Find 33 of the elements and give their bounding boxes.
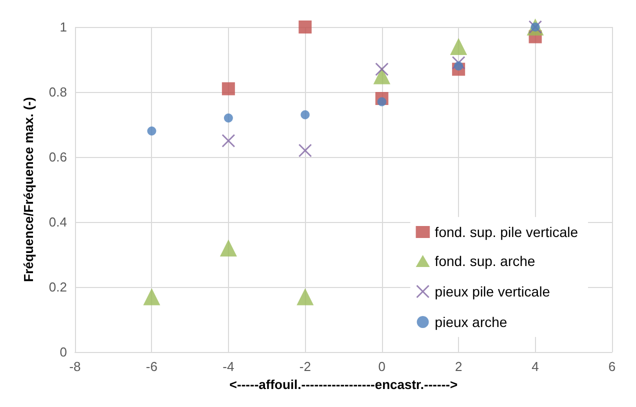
- x-tick-label: -4: [222, 359, 234, 374]
- point: [452, 56, 466, 70]
- y-tick-label: 0.6: [48, 150, 67, 164]
- y-tick-label: 0: [60, 344, 67, 360]
- y-tick-label: 0.4: [48, 214, 67, 230]
- point: [143, 288, 160, 306]
- point: [220, 240, 237, 256]
- point: [222, 134, 236, 148]
- legend-label: pieux pile verticale: [434, 284, 550, 300]
- y-tick-label: 1: [60, 20, 67, 34]
- x-tick-label: 0: [378, 359, 386, 374]
- y-tick-label: 0.2: [48, 280, 67, 294]
- legend-label: fond. sup. pile verticale: [434, 224, 578, 240]
- y-tick-label: 0.8: [48, 84, 67, 100]
- legend-label: fond. sup. arche: [434, 253, 536, 269]
- y-axis-title: Fréquence/Fréquence max. (-): [21, 97, 36, 282]
- x-tick-label: 4: [532, 359, 539, 374]
- x-axis-title: <-----affouil.-----------------encastr.------>: [229, 377, 458, 392]
- point: [147, 126, 156, 136]
- x-tick-label: -6: [146, 359, 158, 374]
- x-tick-label: 6: [608, 359, 616, 374]
- point: [296, 288, 314, 306]
- point: [300, 110, 310, 120]
- point: [222, 82, 235, 96]
- x-tick-label: -2: [299, 359, 311, 374]
- point: [298, 144, 312, 158]
- point: [224, 114, 233, 122]
- x-tick-label: -8: [69, 359, 81, 374]
- point: [298, 20, 312, 34]
- point: [450, 38, 468, 55]
- legend-label: pieux arche: [434, 314, 508, 330]
- point: [373, 67, 390, 84]
- x-tick-label: 2: [454, 359, 462, 374]
